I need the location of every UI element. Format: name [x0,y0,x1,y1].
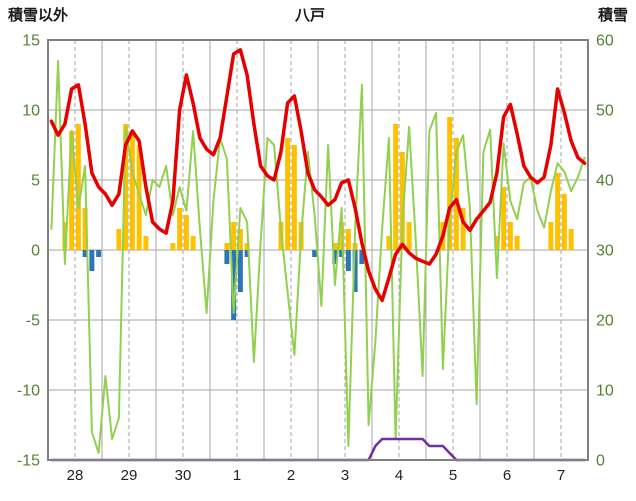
x-axis-day-label: 30 [175,467,192,484]
orange-bars-bar [244,243,250,250]
right-axis-tick-label: 60 [596,33,614,50]
orange-bars-bar [561,194,567,250]
orange-bars-bar [190,236,196,250]
orange-bars-bar [123,124,129,250]
orange-bars-bar [447,117,453,250]
right-axis-tick-label: 40 [596,173,614,190]
blue-bars-bar [82,250,88,257]
orange-bars-bar [291,145,297,250]
blue-bars-bar [345,250,351,271]
right-axis-tick-label: 20 [596,313,614,330]
orange-bars-bar [237,229,243,250]
orange-bars-bar [386,236,392,250]
orange-bars-bar [393,124,399,250]
left-axis-tick-label: 15 [22,33,40,50]
x-axis-day-label: 5 [449,467,457,484]
plot-frame [47,39,589,461]
blue-bars-bar [312,250,318,257]
orange-bars-bar [82,208,88,250]
left-axis-tick-label: 10 [22,103,40,120]
x-axis-day-label: 6 [503,467,511,484]
green-line [50,60,586,454]
bars-layer [62,117,574,320]
orange-bars-bar [501,187,507,250]
blue-bars-bar [332,250,338,264]
frame-layer [47,39,589,461]
orange-bars-bar [177,208,183,250]
red-line [49,48,587,303]
left-axis-tick-label: 0 [31,243,40,260]
orange-bars-bar [224,243,230,250]
orange-bars-bar [285,138,291,250]
orange-bars-bar [453,138,459,250]
right-axis-tick-label: 50 [596,103,614,120]
orange-bars-bar [116,229,122,250]
blue-bars-bar [231,250,237,320]
orange-bars-bar [460,208,466,250]
left-axis-title: 積雪以外 [7,6,68,24]
blue-bars-bar [244,250,250,257]
x-axis-day-label: 3 [341,467,349,484]
blue-bars-bar [359,250,365,264]
orange-bars-bar [548,222,554,250]
blue-bars-bar [237,250,243,292]
orange-bars-bar [136,145,142,250]
left-axis-tick-label: -15 [17,453,40,470]
orange-bars-bar [507,222,513,250]
orange-bars-bar [568,229,574,250]
x-axis-day-label: 7 [557,467,565,484]
blue-bars-bar [339,250,345,257]
right-axis-tick-label: 0 [596,453,605,470]
left-axis-tick-label: 5 [31,173,40,190]
blue-bars-bar [224,250,230,264]
left-axis-tick-label: -5 [26,313,40,330]
orange-bars-bar [75,124,81,250]
x-axis-day-label: 4 [395,467,403,484]
orange-bars-bar [555,173,561,250]
orange-bars-bar [69,131,75,250]
orange-bars-bar [399,152,405,250]
right-axis-title: 積雪 [597,6,628,24]
x-axis-day-label: 28 [67,467,84,484]
orange-bars-bar [170,243,176,250]
chart-title: 八戸 [294,7,325,24]
blue-bars-bar [352,250,358,292]
right-axis-tick-label: 30 [596,243,614,260]
orange-bars-bar [332,243,338,250]
right-axis-tick-label: 10 [596,383,614,400]
blue-bars-bar [89,250,95,271]
blue-bars-bar [96,250,102,257]
x-axis-day-label: 2 [287,467,295,484]
x-axis-day-label: 29 [121,467,138,484]
orange-bars-bar [129,131,135,250]
x-axis-day-label: 1 [233,467,241,484]
orange-bars-bar [183,215,189,250]
orange-bars-bar [514,236,520,250]
orange-bars-bar [345,229,351,250]
orange-bars-bar [406,222,412,250]
left-axis-tick-label: -10 [17,383,40,400]
orange-bars-bar [231,222,237,250]
orange-bars-bar [494,236,500,250]
orange-bars-bar [143,236,149,250]
